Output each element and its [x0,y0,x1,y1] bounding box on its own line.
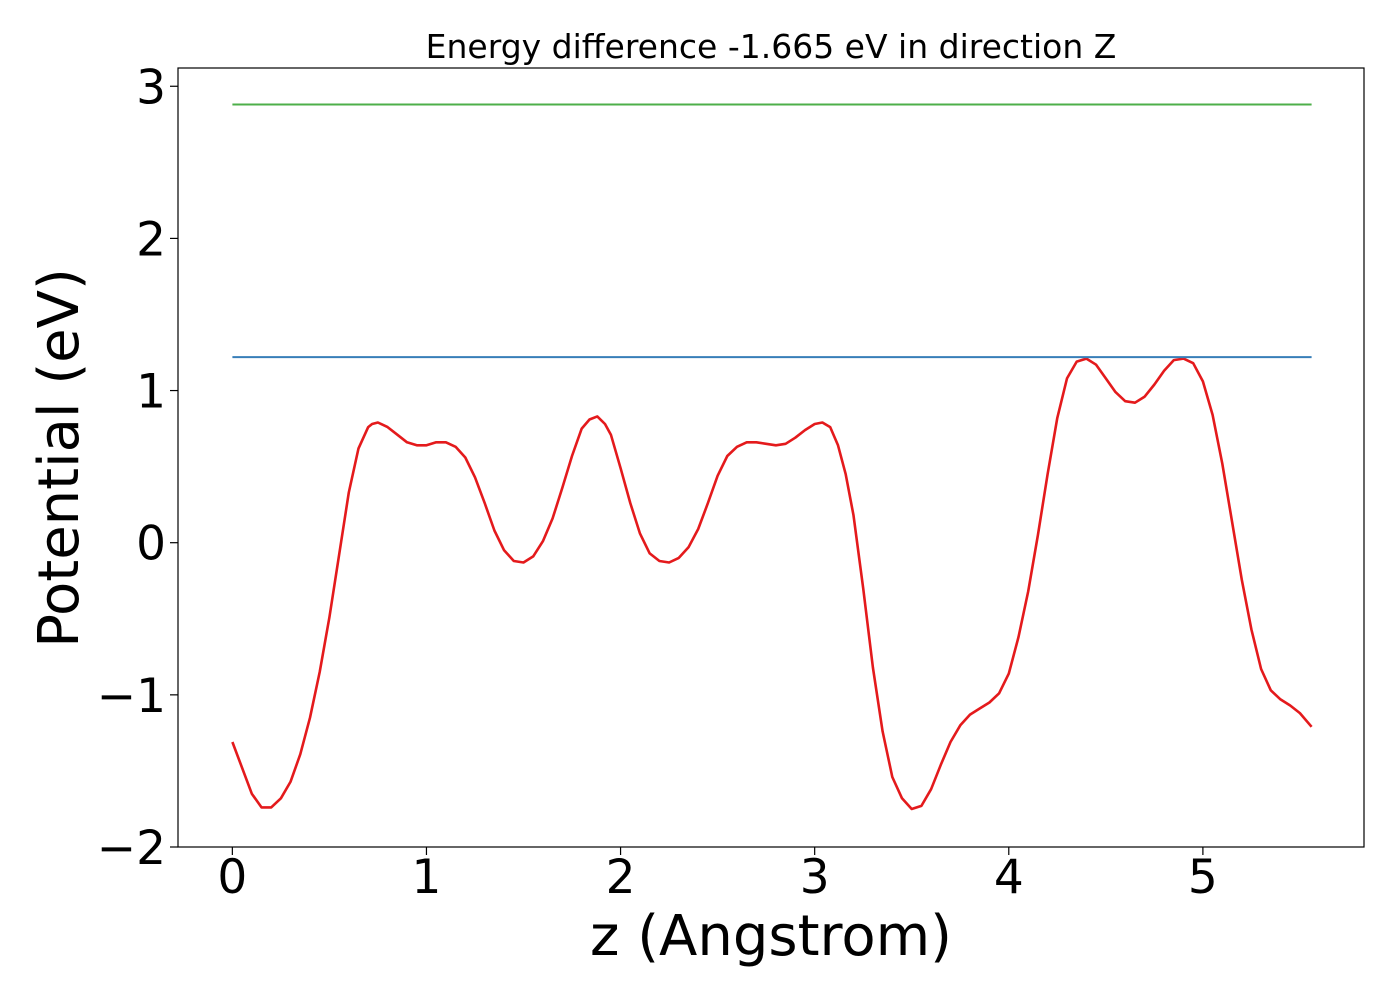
x-tick-label: 3 [800,850,830,905]
x-tick-label: 0 [217,850,247,905]
y-tick-label: −1 [97,669,166,724]
y-tick-label: 1 [136,365,166,420]
y-tick-label: 3 [136,60,166,115]
chart-title: Energy difference -1.665 eV in direction… [426,27,1117,66]
x-tick-label: 5 [1188,850,1218,905]
x-axis-label: z (Angstrom) [590,904,952,969]
x-tick-label: 1 [412,850,442,905]
series-line-1 [231,357,1313,811]
y-axis-label: Potential (eV) [27,268,92,648]
y-tick-label: −2 [97,821,166,876]
y-tick-label: 2 [136,212,166,267]
x-tick-label: 4 [994,850,1024,905]
y-tick-label: 0 [136,517,166,572]
axes-frame [177,67,1365,848]
x-tick-label: 2 [606,850,636,905]
plot-area: 0 1 2 3 4 5 −2 −1 0 1 2 3 [97,60,1365,905]
